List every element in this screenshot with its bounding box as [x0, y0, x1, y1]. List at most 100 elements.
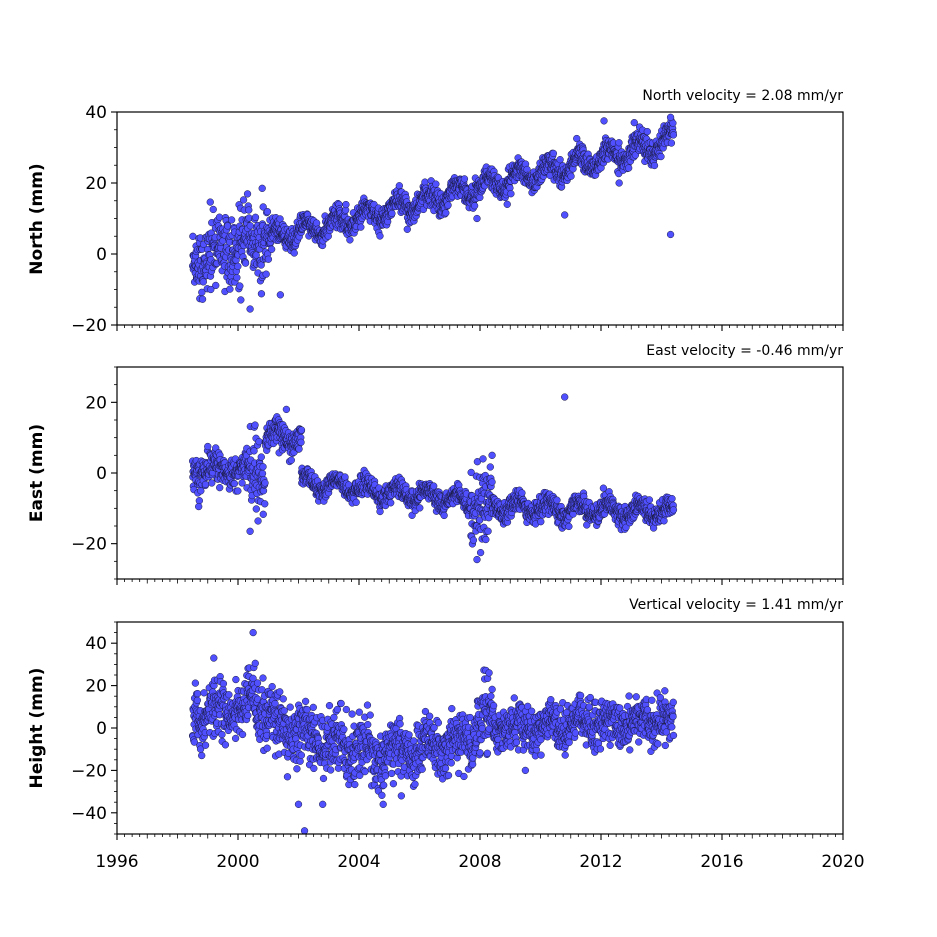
- data-point: [201, 480, 210, 489]
- data-point: [357, 223, 365, 231]
- data-point: [388, 209, 396, 218]
- data-point: [507, 190, 515, 198]
- data-point: [226, 285, 234, 293]
- data-point: [342, 705, 351, 714]
- data-point: [325, 701, 334, 710]
- data-point: [295, 445, 303, 453]
- data-point: [297, 426, 306, 434]
- data-point: [573, 134, 581, 143]
- north-data-points: [188, 113, 678, 313]
- data-point: [199, 278, 207, 286]
- data-point: [296, 757, 304, 765]
- height-axis-label: Height (mm): [27, 668, 47, 789]
- data-point: [395, 182, 403, 190]
- data-point: [416, 504, 424, 512]
- data-point: [234, 487, 242, 495]
- data-point: [567, 172, 575, 180]
- data-point: [310, 764, 318, 773]
- data-point: [355, 708, 363, 716]
- data-point: [327, 766, 335, 774]
- data-point: [482, 535, 490, 544]
- data-point: [600, 117, 608, 125]
- data-point: [340, 725, 348, 733]
- data-point: [549, 149, 558, 158]
- data-point: [251, 213, 260, 221]
- data-point: [565, 522, 573, 531]
- data-point: [503, 200, 511, 208]
- data-point: [378, 791, 386, 799]
- data-point: [268, 682, 276, 691]
- data-point: [259, 463, 267, 471]
- y-tick-label: 0: [96, 464, 107, 484]
- y-tick-label: 0: [96, 245, 107, 265]
- data-point: [271, 699, 279, 708]
- data-point: [246, 222, 254, 230]
- data-point: [470, 202, 479, 210]
- data-point: [239, 196, 248, 204]
- data-point: [380, 781, 388, 789]
- data-point: [473, 214, 481, 223]
- data-point: [467, 468, 475, 477]
- data-point: [645, 496, 654, 504]
- data-point: [643, 127, 651, 136]
- y-tick-label: 20: [85, 174, 107, 194]
- data-point: [244, 711, 252, 720]
- data-point: [287, 456, 295, 464]
- data-point: [351, 780, 359, 789]
- data-point: [254, 517, 262, 525]
- data-point: [440, 511, 448, 520]
- data-point: [279, 695, 287, 703]
- data-point: [444, 201, 452, 209]
- data-point: [488, 478, 496, 486]
- data-point: [352, 498, 360, 506]
- data-point: [257, 290, 266, 298]
- data-point: [262, 270, 270, 278]
- y-tick-label: 20: [85, 393, 107, 413]
- data-point: [346, 236, 354, 244]
- data-point: [197, 487, 205, 495]
- east-velocity-title: East velocity = -0.46 mm/yr: [646, 343, 843, 359]
- data-point: [341, 473, 349, 481]
- data-point: [309, 703, 317, 712]
- data-point: [669, 131, 678, 139]
- data-point: [667, 139, 676, 147]
- data-point: [221, 741, 230, 749]
- data-point: [630, 119, 638, 127]
- data-point: [669, 506, 678, 514]
- data-point: [241, 259, 250, 267]
- data-point: [337, 699, 345, 708]
- east-panel: East velocity = -0.46 mm/yr East (mm) −2…: [27, 343, 844, 585]
- data-point: [469, 536, 478, 544]
- data-point: [193, 696, 202, 704]
- data-point: [191, 679, 200, 687]
- data-point: [258, 184, 266, 192]
- data-point: [234, 262, 242, 271]
- data-point: [330, 713, 338, 722]
- data-point: [342, 200, 350, 209]
- data-point: [301, 697, 310, 706]
- data-point: [283, 773, 292, 781]
- data-point: [319, 774, 328, 783]
- y-tick-label: −20: [71, 316, 107, 336]
- data-point: [195, 502, 203, 511]
- data-point: [219, 679, 228, 688]
- data-point: [363, 701, 372, 709]
- data-point: [259, 674, 267, 682]
- data-point: [668, 495, 676, 503]
- data-point: [263, 744, 271, 752]
- data-point: [488, 451, 496, 459]
- data-point: [376, 507, 384, 516]
- data-point: [253, 679, 262, 687]
- east-axis-label: East (mm): [27, 424, 47, 522]
- data-point: [583, 521, 591, 529]
- data-point: [282, 405, 291, 414]
- data-point: [208, 479, 216, 487]
- data-point: [356, 771, 364, 780]
- east-data-points: [188, 393, 678, 564]
- data-point: [348, 710, 356, 718]
- data-point: [263, 208, 272, 216]
- data-point: [561, 211, 569, 219]
